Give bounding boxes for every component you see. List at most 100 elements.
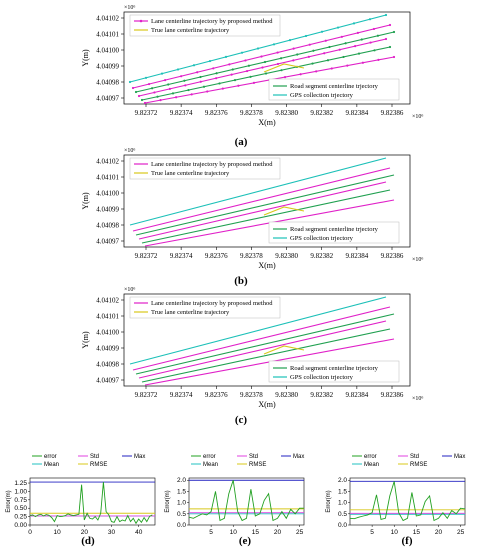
- legend-entry: GPS collection trjectory: [290, 92, 354, 99]
- trajectory-marker: [245, 69, 249, 73]
- trajectory-marker: [131, 86, 135, 90]
- trajectory-marker: [196, 71, 199, 74]
- road-centerline-line: [141, 328, 391, 383]
- panel-label: (c): [235, 414, 248, 426]
- trajectory-marker: [296, 53, 299, 56]
- trajectory-marker: [261, 66, 264, 69]
- y-tick-label: 4.04102: [96, 15, 119, 23]
- y-tick-label: 4.04098: [96, 222, 119, 230]
- x-exponent: ×10⁶: [412, 114, 423, 120]
- x-tick-label: 9.82384: [345, 109, 368, 117]
- y-tick-label: 4.04098: [96, 361, 119, 369]
- trajectory-marker: [312, 49, 315, 52]
- y-tick-label: 4.04100: [96, 329, 119, 337]
- error-legend: error Std Max Mean RMSE: [32, 454, 145, 468]
- trajectory-marker: [202, 85, 206, 88]
- trajectory-marker: [280, 69, 283, 72]
- trajectory-marker: [144, 76, 148, 79]
- x-tick-label: 15: [413, 529, 421, 536]
- trajectory-marker: [328, 45, 331, 49]
- y-tick-label: 4.04097: [96, 377, 119, 385]
- trajectory-marker: [199, 80, 202, 83]
- legend-entry: Std: [410, 454, 419, 460]
- x-tick-label: 40: [135, 529, 143, 536]
- trajectory-marker: [338, 48, 341, 51]
- trajectory-marker: [311, 62, 314, 65]
- panel-label: (d): [81, 535, 95, 547]
- trajectory-marker: [183, 79, 186, 82]
- trajectory-marker: [167, 83, 170, 86]
- x-tick-label: 10: [230, 529, 238, 536]
- plot-frame: [123, 293, 411, 387]
- y-tick-label: 0.25: [14, 514, 27, 521]
- legend-bottom: Road segment centerline trjectory GPS col…: [268, 78, 400, 101]
- plot-frame: [29, 477, 156, 526]
- plot-frame: [349, 477, 466, 526]
- trajectory-marker: [244, 59, 247, 62]
- legend-box: [129, 296, 281, 319]
- legend-entry: error: [44, 454, 57, 460]
- y-tick-label: 4.04101: [96, 313, 119, 321]
- x-tick-label: 10: [391, 529, 399, 536]
- trajectory-marker: [376, 34, 379, 37]
- y-axis-label: Error(m): [326, 490, 332, 512]
- trajectory-marker: [288, 39, 292, 42]
- x-tick-label: 9.82384: [345, 252, 368, 260]
- trajectory-marker: [224, 55, 228, 58]
- legend-entry: Std: [90, 454, 99, 460]
- x-tick-label: 9.82376: [205, 391, 228, 399]
- y-tick-label: 0.00: [14, 522, 27, 529]
- trajectory-marker: [187, 88, 190, 92]
- x-tick-label: 20: [274, 529, 282, 536]
- x-axis-label: X(m): [258, 261, 276, 270]
- trajectory-marker: [344, 42, 347, 45]
- legend-box: [129, 157, 281, 180]
- proposed-lane-line: [132, 167, 391, 232]
- y-tick-label: 1.5: [177, 488, 186, 495]
- legend-entry: Std: [249, 454, 258, 460]
- legend-entry: Mean: [203, 462, 218, 468]
- trajectory-marker: [176, 68, 180, 71]
- x-tick-label: 30: [108, 529, 116, 536]
- legend-entry: Road segment centerline trjectory: [290, 365, 379, 372]
- x-tick-label: 9.82382: [310, 252, 333, 260]
- trajectory-marker: [159, 99, 162, 102]
- y-tick-label: 0.50: [14, 505, 27, 512]
- x-tick-label: 9.82384: [345, 391, 368, 399]
- trajectory-marker: [264, 72, 268, 75]
- x-tick-label: 9.82380: [275, 391, 298, 399]
- trajectory-marker: [384, 13, 388, 17]
- x-tick-label: 9.82374: [170, 391, 193, 399]
- x-exponent: ×10⁶: [412, 396, 423, 402]
- plot-frame: [188, 477, 305, 526]
- plot-frame: [123, 154, 411, 248]
- y-tick-label: 4.04099: [96, 63, 119, 71]
- trajectory-marker: [272, 43, 276, 46]
- trajectory-marker: [180, 75, 183, 78]
- true-lane-line: [263, 63, 305, 73]
- x-tick-label: 25: [457, 529, 465, 536]
- y-exponent: ×10⁶: [124, 148, 135, 154]
- legend-entry: error: [364, 454, 377, 460]
- trajectory-marker: [360, 38, 363, 41]
- legend-entry: Max: [134, 454, 145, 460]
- trajectory-marker: [215, 72, 218, 75]
- y-tick-label: 0.5: [338, 511, 347, 518]
- trajectory-marker: [247, 64, 250, 67]
- error-panel-f: error Std Max Mean RMSE 0.0 0.5 1.0 1.5 2.0 5 10 15 2…: [326, 454, 465, 547]
- trajectory-panel-b: ×10⁶ ×10⁶ 4.04102 4.04101 4.04100 4.04099 4.04…: [81, 148, 423, 287]
- trajectory-marker: [320, 30, 324, 33]
- legend-entry: RMSE: [90, 462, 107, 468]
- y-tick-label: 1.0: [177, 500, 186, 507]
- trajectory-marker: [361, 61, 364, 64]
- y-exponent: ×10⁶: [124, 5, 135, 11]
- trajectory-marker: [153, 91, 156, 94]
- y-tick-label: 4.04099: [96, 206, 119, 214]
- trajectory-marker: [369, 41, 372, 44]
- panel-label: (b): [234, 275, 248, 287]
- proposed-lane-line: [138, 320, 387, 379]
- trajectory-marker: [304, 34, 308, 38]
- x-tick-label: 9.82372: [135, 109, 158, 117]
- trajectory-marker: [206, 90, 209, 93]
- trajectory-marker: [368, 18, 372, 21]
